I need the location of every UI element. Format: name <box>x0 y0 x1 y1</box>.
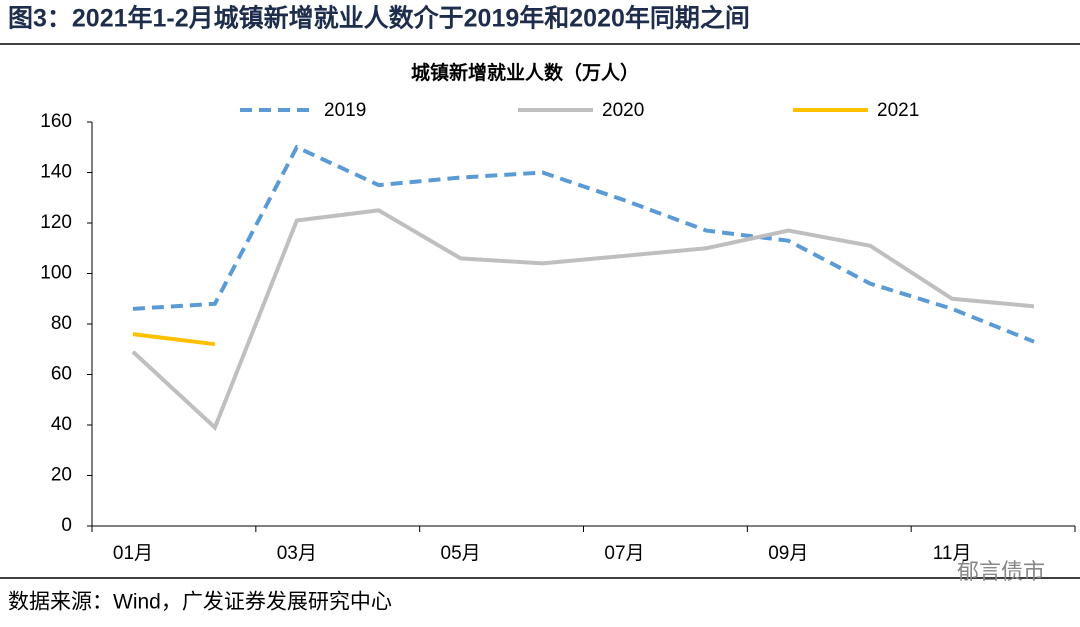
x-tick-label: 05月 <box>441 543 481 564</box>
y-tick-label: 80 <box>51 313 72 334</box>
y-tick-label: 60 <box>51 364 72 385</box>
legend-label: 2020 <box>602 100 644 121</box>
series-line <box>132 144 1035 344</box>
x-tick-label: 11月 <box>933 543 972 564</box>
y-tick-label: 120 <box>40 212 72 233</box>
y-tick-label: 100 <box>40 263 72 284</box>
y-tick-label: 140 <box>40 162 72 183</box>
y-tick-label: 0 <box>61 515 72 536</box>
series-line <box>131 208 1035 431</box>
y-tick-label: 160 <box>40 111 72 132</box>
source: 数据来源：Wind，广发证券发展研究中心 <box>8 591 392 614</box>
x-tick-label: 07月 <box>604 543 644 564</box>
x-tick-label: 03月 <box>277 543 317 564</box>
series-line <box>132 332 216 347</box>
watermark: 郁言债市 <box>957 559 1045 584</box>
x-tick-label: 09月 <box>768 543 808 564</box>
x-tick-label: 01月 <box>113 543 153 564</box>
figure-title: 图3：2021年1-2月城镇新增就业人数介于2019年和2020年同期之间 <box>8 4 750 33</box>
legend-label: 2021 <box>877 100 919 121</box>
chart-title: 城镇新增就业人数（万人） <box>411 61 639 84</box>
y-tick-label: 20 <box>51 465 72 486</box>
y-tick-label: 40 <box>51 414 72 435</box>
legend-label: 2019 <box>324 100 366 121</box>
